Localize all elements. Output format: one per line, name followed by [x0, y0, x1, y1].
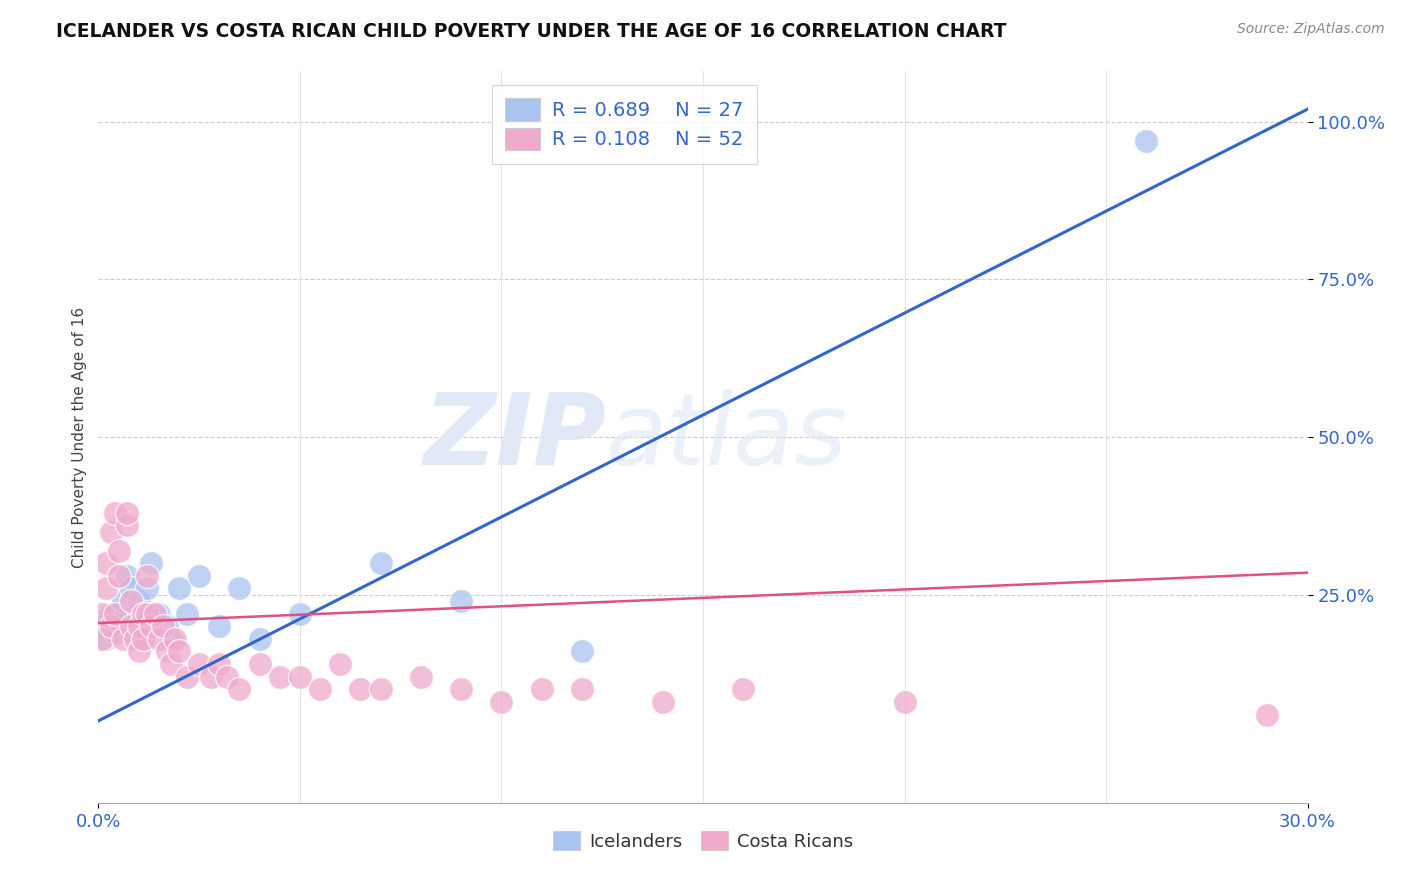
- Point: [132, 632, 155, 646]
- Point: [288, 607, 311, 621]
- Text: Source: ZipAtlas.com: Source: ZipAtlas.com: [1237, 22, 1385, 37]
- Point: [370, 682, 392, 697]
- Point: [111, 594, 134, 608]
- Point: [228, 682, 250, 697]
- Point: [288, 670, 311, 684]
- Point: [96, 632, 118, 646]
- Point: [96, 582, 118, 596]
- Point: [409, 670, 432, 684]
- Point: [167, 644, 190, 658]
- Point: [156, 619, 179, 633]
- Point: [200, 670, 222, 684]
- Point: [160, 657, 183, 671]
- Point: [120, 594, 142, 608]
- Point: [733, 682, 755, 697]
- Point: [651, 695, 673, 709]
- Point: [91, 607, 114, 621]
- Point: [128, 644, 150, 658]
- Point: [370, 556, 392, 570]
- Point: [309, 682, 332, 697]
- Point: [128, 594, 150, 608]
- Point: [128, 619, 150, 633]
- Text: atlas: atlas: [606, 389, 848, 485]
- Point: [491, 695, 513, 709]
- Point: [107, 543, 129, 558]
- Point: [139, 619, 162, 633]
- Point: [249, 657, 271, 671]
- Point: [208, 619, 231, 633]
- Point: [208, 657, 231, 671]
- Point: [349, 682, 371, 697]
- Point: [132, 607, 155, 621]
- Point: [893, 695, 915, 709]
- Point: [100, 619, 122, 633]
- Point: [115, 518, 138, 533]
- Point: [91, 632, 114, 646]
- Y-axis label: Child Poverty Under the Age of 16: Child Poverty Under the Age of 16: [72, 307, 87, 567]
- Point: [100, 524, 122, 539]
- Point: [135, 582, 157, 596]
- Point: [111, 632, 134, 646]
- Point: [228, 582, 250, 596]
- Point: [269, 670, 291, 684]
- Point: [103, 607, 125, 621]
- Point: [148, 607, 170, 621]
- Point: [115, 569, 138, 583]
- Point: [1135, 134, 1157, 148]
- Point: [115, 506, 138, 520]
- Point: [148, 632, 170, 646]
- Point: [103, 506, 125, 520]
- Point: [120, 582, 142, 596]
- Point: [329, 657, 352, 671]
- Point: [450, 682, 472, 697]
- Point: [249, 632, 271, 646]
- Point: [176, 670, 198, 684]
- Point: [103, 625, 125, 640]
- Point: [188, 569, 211, 583]
- Point: [100, 607, 122, 621]
- Point: [160, 632, 183, 646]
- Point: [167, 582, 190, 596]
- Point: [571, 682, 593, 697]
- Point: [135, 607, 157, 621]
- Text: ZIP: ZIP: [423, 389, 606, 485]
- Point: [107, 569, 129, 583]
- Point: [571, 644, 593, 658]
- Point: [91, 619, 114, 633]
- Point: [188, 657, 211, 671]
- Point: [163, 632, 186, 646]
- Point: [1256, 707, 1278, 722]
- Point: [120, 619, 142, 633]
- Point: [132, 619, 155, 633]
- Point: [176, 607, 198, 621]
- Point: [152, 619, 174, 633]
- Text: ICELANDER VS COSTA RICAN CHILD POVERTY UNDER THE AGE OF 16 CORRELATION CHART: ICELANDER VS COSTA RICAN CHILD POVERTY U…: [56, 22, 1007, 41]
- Point: [450, 594, 472, 608]
- Point: [156, 644, 179, 658]
- Legend: Icelanders, Costa Ricans: Icelanders, Costa Ricans: [544, 822, 862, 860]
- Point: [107, 613, 129, 627]
- Point: [124, 632, 146, 646]
- Point: [217, 670, 239, 684]
- Point: [124, 607, 146, 621]
- Point: [530, 682, 553, 697]
- Point: [139, 556, 162, 570]
- Point: [96, 556, 118, 570]
- Point: [143, 607, 166, 621]
- Point: [135, 569, 157, 583]
